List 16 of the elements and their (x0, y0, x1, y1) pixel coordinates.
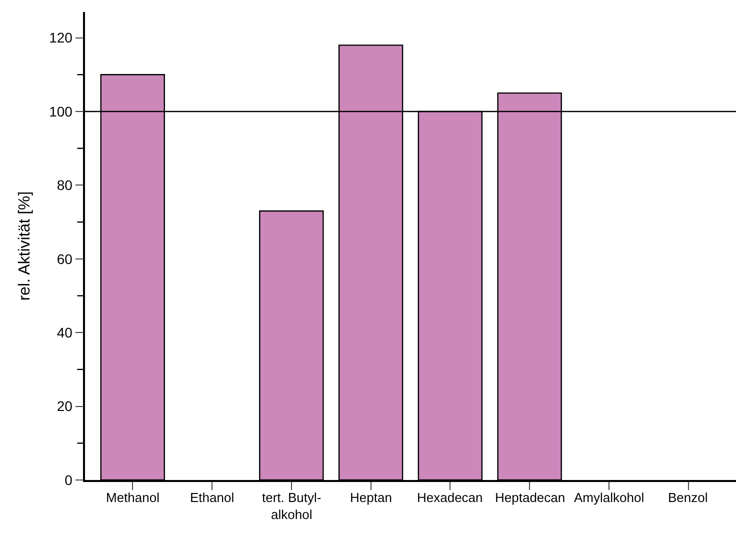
x-tick-label: Hexadecan (417, 490, 483, 505)
x-tick-label: Benzol (668, 490, 708, 505)
y-tick-label: 0 (64, 472, 73, 488)
y-tick-label: 100 (49, 103, 73, 120)
y-tick-label: 20 (56, 398, 73, 414)
y-tick-label: 40 (56, 324, 73, 340)
x-tick-label: Methanol (106, 490, 160, 505)
x-tick-label: Heptan (350, 490, 392, 505)
x-tick-label: Ethanol (190, 490, 234, 505)
x-tick-label: tert. Butyl- alkohol (262, 490, 322, 522)
x-tick-label: Heptadecan (495, 490, 566, 505)
x-tick-label: Amylalkohol (574, 490, 644, 505)
y-tick-label: 120 (49, 30, 73, 46)
y-axis-title: rel. Aktivität [%] (16, 191, 34, 301)
y-tick-label: 60 (56, 250, 73, 267)
y-tick-label: 80 (56, 177, 73, 194)
